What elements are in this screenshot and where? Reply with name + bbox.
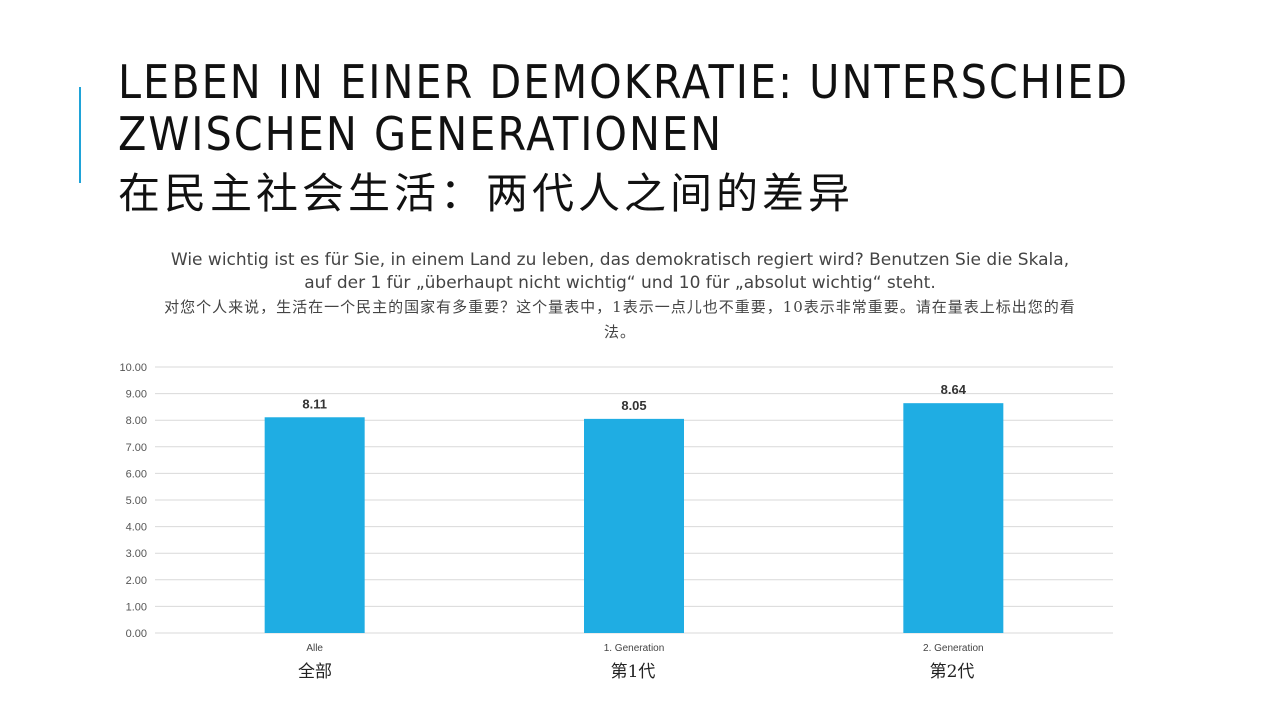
y-tick-label: 1.00 [126,601,147,613]
category-label-chinese-gen1: 第1代 [610,662,656,682]
data-label: 8.11 [302,396,327,411]
y-tick-label: 6.00 [126,468,147,480]
slide-title-chinese: 在民主社会生活：两代人之间的差异 [118,169,855,218]
y-tick-label: 3.00 [126,548,147,560]
y-tick-label: 9.00 [126,389,147,401]
y-tick-label: 8.00 [126,415,147,427]
bar [584,418,684,633]
survey-question: Wie wichtig ist es für Sie, in einem Lan… [160,249,1080,345]
y-tick-label: 10.00 [119,362,147,374]
x-category-label: 2. Generation [923,643,984,654]
y-tick-label: 5.00 [126,495,147,507]
survey-question-german: Wie wichtig ist es für Sie, in einem Lan… [170,250,1070,293]
bar [903,403,1004,633]
category-label-chinese-gen2: 第2代 [929,662,975,682]
slide-title: LEBEN IN EINER DEMOKRATIE: UNTERSCHIED Z… [118,55,1130,161]
y-tick-label: 4.00 [126,522,147,534]
data-label: 8.05 [621,398,646,413]
survey-question-chinese: 对您个人来说，生活在一个民主的国家有多重要？这个量表中，1表示一点儿也不重要，1… [164,298,1076,341]
x-category-label: Alle [306,643,323,654]
title-accent-bar [79,87,81,183]
x-category-label: 1. Generation [604,643,665,654]
y-tick-label: 2.00 [126,575,147,587]
category-label-chinese-alle: 全部 [298,662,332,682]
y-tick-label: 7.00 [126,442,147,454]
bar [264,417,365,633]
data-label: 8.64 [941,382,967,397]
y-tick-label: 0.00 [126,628,147,640]
